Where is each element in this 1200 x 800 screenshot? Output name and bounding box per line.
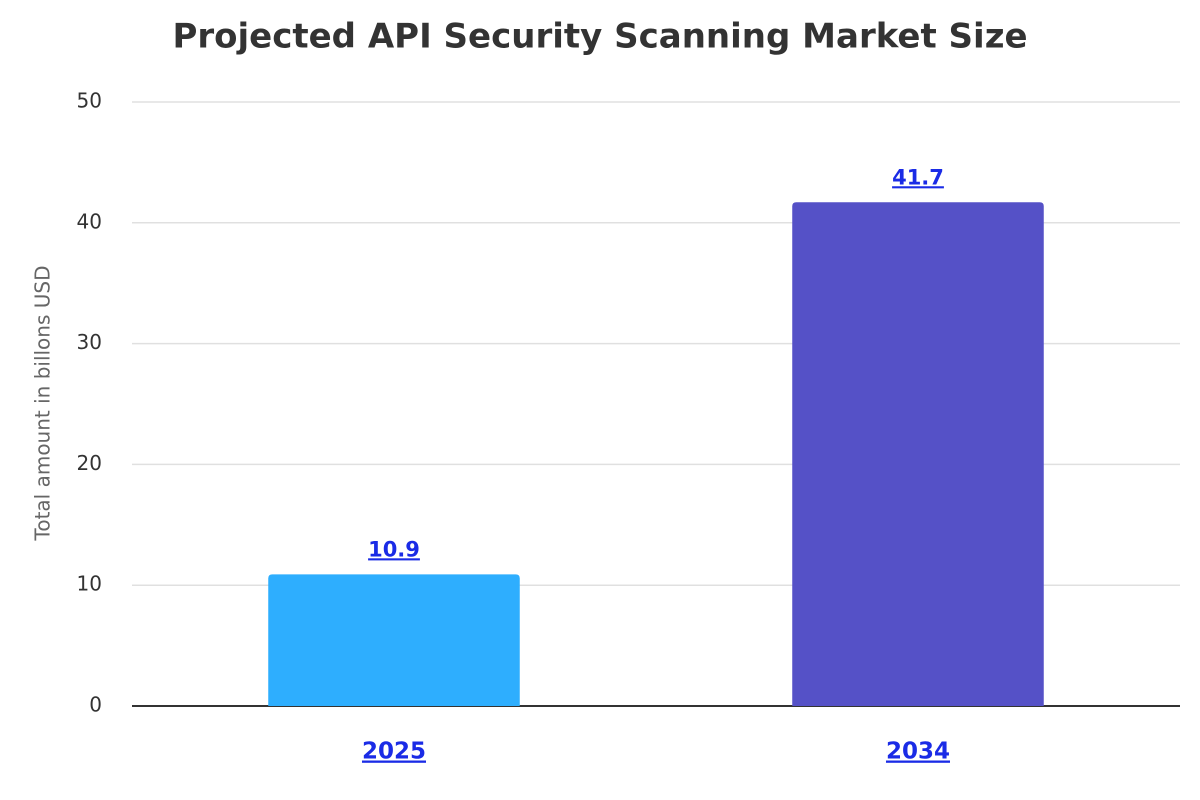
- y-tick-label: 20: [77, 451, 102, 475]
- y-tick-label: 30: [77, 330, 102, 354]
- y-tick-label: 40: [77, 209, 102, 233]
- y-tick-label: 0: [89, 693, 102, 717]
- y-tick-label: 50: [77, 89, 102, 113]
- y-tick-label: 10: [77, 572, 102, 596]
- bar: [792, 202, 1044, 706]
- value-label[interactable]: 41.7: [892, 165, 944, 189]
- x-tick-label[interactable]: 2034: [886, 739, 950, 765]
- y-axis-label: Total amount in billons USD: [31, 266, 55, 542]
- chart-title: Projected API Security Scanning Market S…: [172, 17, 1027, 57]
- value-label[interactable]: 10.9: [368, 537, 420, 561]
- x-tick-label[interactable]: 2025: [362, 739, 426, 765]
- bar: [268, 574, 520, 706]
